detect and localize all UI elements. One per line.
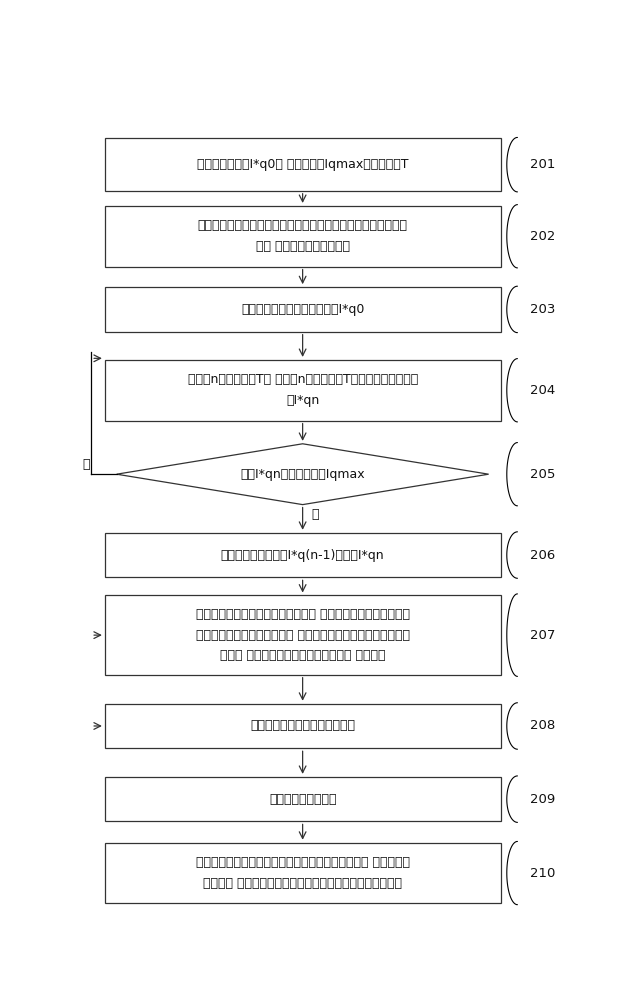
Text: 202: 202 (530, 230, 556, 243)
Text: 在电机完成速度闭环过渡切换状态但未切换至速度闭环控制状态: 在电机完成速度闭环过渡切换状态但未切换至速度闭环控制状态 (198, 219, 408, 232)
FancyBboxPatch shape (105, 843, 501, 903)
Text: 206: 206 (530, 549, 556, 562)
Text: 确定当前中转转速值: 确定当前中转转速值 (269, 793, 336, 806)
Text: 201: 201 (530, 158, 556, 171)
Polygon shape (117, 444, 489, 505)
FancyBboxPatch shape (105, 704, 501, 748)
Text: 控制交轴的电流值从I*q(n-1)调整至I*qn: 控制交轴的电流值从I*q(n-1)调整至I*qn (221, 549, 384, 562)
Text: 针对第n个调整周期T， 计算第n个调整周期T对应交轴的调整电流: 针对第n个调整周期T， 计算第n个调整周期T对应交轴的调整电流 (188, 373, 418, 386)
FancyBboxPatch shape (105, 595, 501, 675)
FancyBboxPatch shape (105, 533, 501, 577)
Text: 电流值， 直至电机转子的当前实际转速值调整至命令转速值: 电流值， 直至电机转子的当前实际转速值调整至命令转速值 (203, 877, 402, 890)
Text: 判断I*qn是否小于等于Iqmax: 判断I*qn是否小于等于Iqmax (241, 468, 365, 481)
Text: 207: 207 (530, 629, 556, 642)
Text: 将电机的交轴的电流值调整为I*q0: 将电机的交轴的电流值调整为I*q0 (241, 303, 364, 316)
FancyBboxPatch shape (105, 206, 501, 267)
Text: 203: 203 (530, 303, 556, 316)
FancyBboxPatch shape (105, 287, 501, 332)
Text: 根据当前实际转速值和当前中转转速值之间的差值， 调整交轴的: 根据当前实际转速值和当前中转转速值之间的差值， 调整交轴的 (196, 856, 409, 869)
Text: 预设的中转转速值进行调整， 以使中转转速值靠近预设的命令转: 预设的中转转速值进行调整， 以使中转转速值靠近预设的命令转 (196, 629, 409, 642)
FancyBboxPatch shape (105, 138, 501, 191)
FancyBboxPatch shape (105, 360, 501, 421)
Text: 208: 208 (530, 719, 556, 732)
Text: 205: 205 (530, 468, 556, 481)
FancyBboxPatch shape (105, 777, 501, 821)
Text: 确定电机转子的当前实际转速值: 确定电机转子的当前实际转速值 (250, 719, 355, 732)
Text: 值I*qn: 值I*qn (286, 394, 319, 407)
Text: 210: 210 (530, 867, 556, 880)
Text: 否: 否 (82, 458, 90, 471)
Text: 时， 禁止运行失步保护程序: 时， 禁止运行失步保护程序 (256, 240, 349, 253)
Text: 209: 209 (530, 793, 556, 806)
Text: 是: 是 (311, 508, 319, 521)
Text: 204: 204 (530, 384, 556, 397)
Text: 控制电机切换至速度闭环控制状态， 并按照预设的增长关系，对: 控制电机切换至速度闭环控制状态， 并按照预设的增长关系，对 (196, 608, 409, 621)
Text: 设置电流初始值I*q0、 电流承受值Iqmax和调整周期T: 设置电流初始值I*q0、 电流承受值Iqmax和调整周期T (197, 158, 408, 171)
Text: 速值， 直至调整到与命令转速值一致， 保持不变: 速值， 直至调整到与命令转速值一致， 保持不变 (220, 649, 386, 662)
